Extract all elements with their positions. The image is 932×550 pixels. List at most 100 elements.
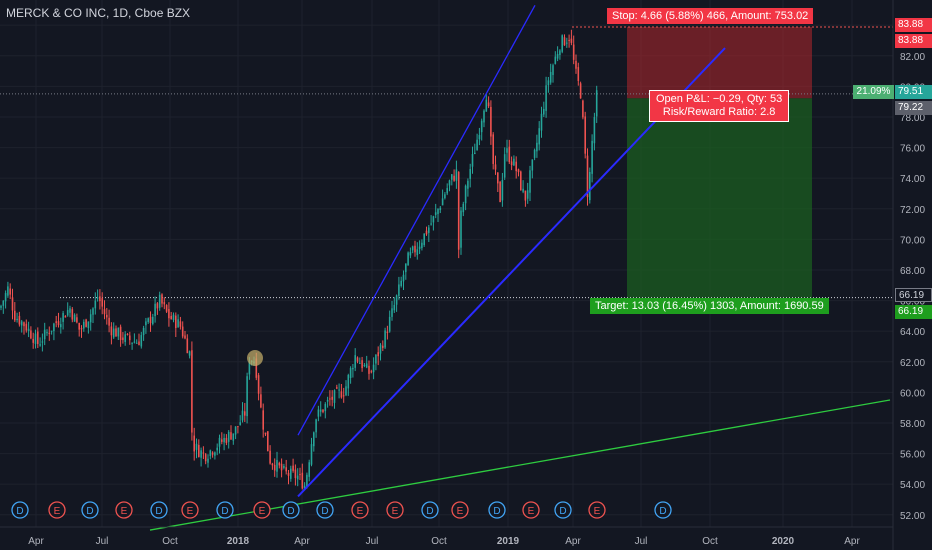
- candle-body: [244, 411, 246, 416]
- price-label-stop-top: 83.88: [895, 18, 932, 32]
- x-tick-label: Apr: [565, 536, 581, 547]
- candle-body: [276, 459, 278, 472]
- candle-body: [110, 326, 113, 336]
- candle-body: [207, 458, 209, 463]
- candle-body: [306, 474, 308, 488]
- candle-body: [186, 338, 189, 354]
- dividend-marker: [488, 501, 506, 519]
- candle-body: [398, 284, 400, 296]
- candle-body: [241, 410, 244, 421]
- candle-body: [103, 309, 106, 315]
- event-marker-label: E: [457, 506, 464, 517]
- candle-body: [225, 437, 228, 444]
- candle-body: [451, 174, 453, 180]
- candle-body: [322, 409, 324, 413]
- candle-body: [264, 432, 267, 435]
- target-label[interactable]: Target: 13.03 (16.45%) 1303, Amount: 169…: [590, 298, 829, 314]
- candle-body: [577, 67, 580, 81]
- candle-body: [464, 185, 467, 204]
- candle-body: [425, 230, 428, 235]
- position-zones: [0, 26, 893, 299]
- candle-body: [476, 139, 478, 151]
- candle-body: [172, 314, 175, 320]
- candle-body: [158, 294, 161, 308]
- event-marker-label: D: [155, 506, 162, 517]
- x-tick-label: Oct: [162, 536, 178, 547]
- candle-body: [462, 203, 465, 213]
- candle-body: [43, 329, 46, 340]
- candle-body: [147, 318, 149, 322]
- candle-body: [39, 344, 41, 346]
- candle-body: [319, 409, 322, 412]
- candle-body: [513, 158, 515, 166]
- candle-body: [191, 350, 193, 433]
- candle-body: [365, 363, 368, 368]
- candle-body: [538, 128, 540, 145]
- candle-body: [248, 362, 251, 375]
- candle-body: [382, 345, 384, 348]
- candle-body: [94, 300, 97, 309]
- candle-body: [73, 314, 76, 322]
- candle-body: [269, 450, 271, 464]
- candle-body: [198, 444, 200, 457]
- candle-body: [354, 355, 356, 368]
- candle-body: [446, 188, 448, 194]
- candle-body: [317, 409, 320, 417]
- trendline: [297, 47, 726, 498]
- pnl-text: Open P&L: −0.29, Qty: 53: [656, 93, 783, 105]
- candle-body: [239, 422, 241, 425]
- candle-body: [333, 390, 336, 403]
- candle-body: [455, 169, 458, 181]
- candle-body: [20, 321, 23, 326]
- candle-body: [363, 364, 366, 366]
- candle-body: [428, 227, 430, 233]
- candle-body: [299, 474, 301, 476]
- candle-body: [234, 426, 237, 435]
- candle-body: [83, 321, 85, 329]
- earnings-marker: [181, 501, 199, 519]
- dividend-marker: [150, 501, 168, 519]
- candle-body: [457, 172, 460, 250]
- candle-body: [342, 395, 345, 397]
- earnings-marker: [451, 501, 469, 519]
- chart-title: MERCK & CO INC, 1D, Cboe BZX: [6, 6, 191, 20]
- candle-body: [375, 354, 377, 364]
- candle-body: [32, 338, 34, 343]
- candle-body: [209, 450, 212, 457]
- candle-body: [503, 154, 506, 178]
- candle-body: [582, 100, 584, 118]
- candle-body: [347, 374, 350, 389]
- candle-body: [163, 302, 166, 305]
- candle-body: [352, 367, 354, 370]
- candle-body: [453, 175, 455, 181]
- candle-body: [221, 439, 223, 442]
- y-tick-label: 54.00: [900, 480, 925, 491]
- candle-body: [303, 485, 306, 489]
- candle-body: [570, 38, 573, 43]
- candle-body: [556, 54, 559, 59]
- candle-body: [421, 242, 423, 249]
- trendline: [297, 4, 536, 436]
- candle-body: [301, 472, 304, 489]
- candle-body: [400, 280, 402, 286]
- stop-label[interactable]: Stop: 4.66 (5.88%) 466, Amount: 753.02: [607, 8, 814, 24]
- candle-body: [409, 251, 412, 256]
- candle-body: [345, 386, 347, 396]
- candle-body: [283, 465, 285, 468]
- candle-body: [407, 252, 409, 266]
- candle-body: [326, 400, 329, 402]
- candle-body: [246, 376, 248, 417]
- candle-body: [391, 308, 393, 317]
- event-marker-label: E: [357, 506, 364, 517]
- candle-body: [108, 317, 110, 326]
- candle-body: [62, 313, 64, 322]
- candle-body: [124, 334, 126, 342]
- pnl-box[interactable]: Open P&L: −0.29, Qty: 53 Risk/Reward Rat…: [649, 90, 790, 122]
- candle-body: [543, 108, 545, 115]
- candle-body: [517, 169, 520, 173]
- candle-body: [237, 426, 239, 428]
- candle-body: [536, 142, 538, 152]
- candle-body: [165, 305, 168, 312]
- candle-body: [441, 198, 444, 206]
